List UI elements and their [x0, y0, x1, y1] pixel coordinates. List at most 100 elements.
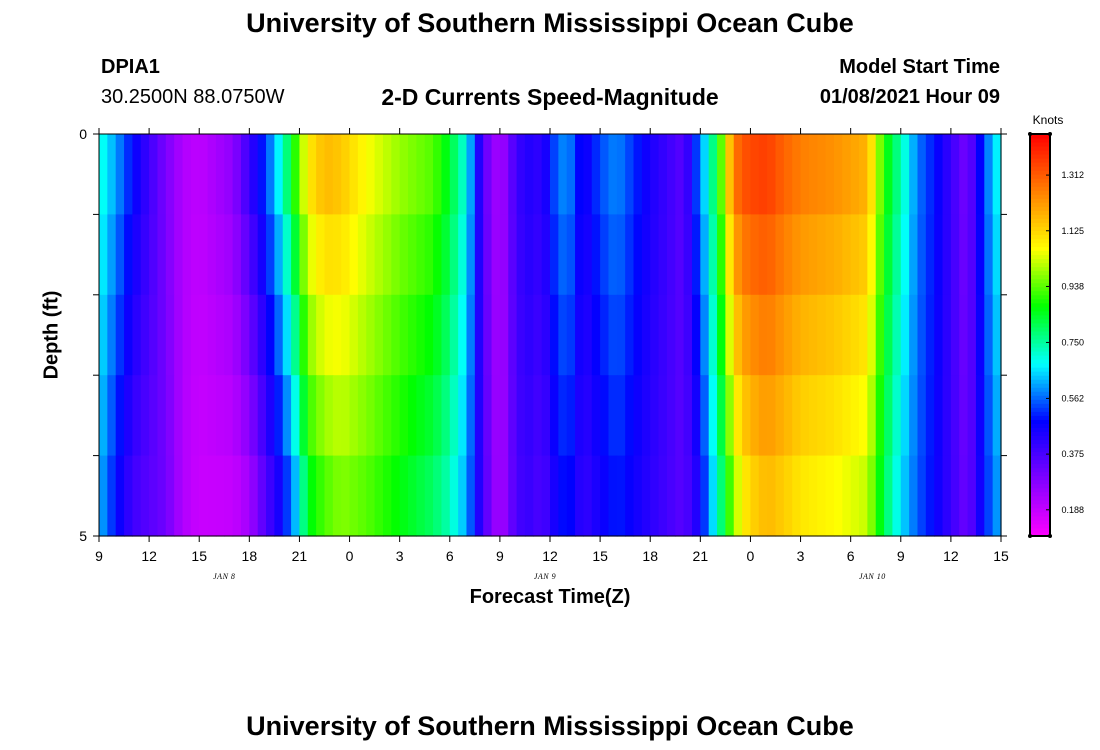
heatmap-cell [950, 134, 960, 215]
heatmap-cell [566, 455, 576, 537]
heatmap-cell [107, 294, 117, 376]
colorbar-segment [1030, 234, 1050, 240]
heatmap-cell [650, 134, 660, 215]
colorbar-segment [1030, 286, 1050, 292]
heatmap-cell [591, 455, 601, 537]
heatmap-cell [491, 214, 501, 296]
top-title: University of Southern Mississippi Ocean… [246, 8, 854, 38]
heatmap-cell [149, 134, 159, 215]
heatmap-cell [909, 214, 919, 296]
colorbar-segment [1030, 258, 1050, 264]
heatmap-cell [441, 375, 451, 457]
heatmap-cell [215, 294, 225, 376]
heatmap-cell [792, 455, 802, 537]
colorbar-tick-label: 1.125 [1061, 226, 1084, 236]
heatmap-cell [934, 294, 944, 376]
heatmap-cell [608, 375, 618, 457]
heatmap-cell [458, 294, 468, 376]
heatmap-cell [274, 214, 284, 296]
colorbar-segment [1030, 491, 1050, 497]
colorbar-segment [1030, 310, 1050, 316]
heatmap-cell [165, 214, 175, 296]
heatmap-cell [433, 214, 443, 296]
heatmap-cell [691, 294, 701, 376]
heatmap-cell [859, 294, 868, 376]
heatmap-cell [558, 214, 568, 296]
heatmap-cell [867, 134, 877, 215]
heatmap-cell [215, 214, 225, 296]
colorbar-segment [1030, 399, 1050, 404]
heatmap-cell [324, 294, 334, 376]
colorbar-ticks: 1.312 1.125 0.938 0.750 0.562 0.375 0.188 [1028, 132, 1084, 538]
heatmap-cell [658, 134, 668, 215]
colorbar-segment [1030, 367, 1050, 372]
heatmap-cell [124, 294, 134, 376]
heatmap-cell [408, 455, 417, 537]
colorbar-segment [1030, 507, 1050, 513]
heatmap-cell [708, 455, 718, 537]
heatmap-cell [149, 375, 159, 457]
colorbar-gradient [1030, 134, 1050, 537]
colorbar-segment [1030, 463, 1050, 469]
heatmap-cell [483, 134, 493, 215]
heatmap-cell [833, 455, 843, 537]
heatmap-cell [900, 294, 910, 376]
colorbar-segment [1030, 330, 1050, 336]
heatmap-cell [875, 134, 885, 215]
heatmap-cell [633, 455, 643, 537]
heatmap-cell [616, 455, 626, 537]
heatmap-cell [792, 214, 802, 296]
heatmap-cell [633, 214, 643, 296]
colorbar-segment [1030, 138, 1050, 143]
heatmap-cell [165, 294, 175, 376]
y-axis-title: Depth (ft) [40, 290, 63, 380]
heatmap-cell [516, 375, 526, 457]
colorbar-segment [1030, 495, 1050, 501]
colorbar-segment [1030, 371, 1050, 376]
heatmap-cell [909, 375, 919, 457]
heatmap-cell [215, 375, 225, 457]
heatmap-cell [474, 375, 484, 457]
heatmap-cell [658, 455, 668, 537]
heatmap-cell [691, 455, 701, 537]
heatmap-cell [291, 134, 301, 215]
heatmap-cell [516, 214, 526, 296]
heatmap-cell [608, 214, 618, 296]
heatmap-cell [483, 455, 493, 537]
heatmap-cell [508, 134, 518, 215]
heatmap-cell [842, 214, 852, 296]
colorbar-segment [1030, 174, 1050, 179]
heatmap-cell [758, 375, 768, 457]
heatmap-cell [859, 455, 868, 537]
colorbar-segment [1030, 515, 1050, 521]
heatmap-cell [583, 294, 593, 376]
heatmap-cell [808, 455, 818, 537]
heatmap-cell [449, 294, 459, 376]
heatmap-cell [666, 375, 676, 457]
colorbar-segment [1030, 419, 1050, 424]
heatmap-cell [783, 294, 793, 376]
heatmap-cell [349, 134, 359, 215]
heatmap-cell [433, 375, 443, 457]
heatmap-cell [508, 214, 518, 296]
colorbar-segment [1030, 351, 1050, 356]
heatmap-cell [550, 294, 559, 376]
heatmap-cell [266, 214, 275, 296]
heatmap-cell [132, 214, 142, 296]
x-tick-label: 15 [191, 548, 207, 564]
x-tick-label: 12 [141, 548, 157, 564]
heatmap-cell [733, 134, 743, 215]
heatmap-cell [633, 294, 643, 376]
heatmap-cell [140, 294, 150, 376]
heatmap-cell [274, 294, 284, 376]
heatmap-cell [650, 455, 660, 537]
heatmap-cell [307, 294, 317, 376]
heatmap-cell [758, 214, 768, 296]
heatmap-cell [683, 294, 693, 376]
heatmap-cell [792, 294, 802, 376]
heatmap-cell [700, 375, 710, 457]
heatmap-cell [825, 134, 835, 215]
heatmap-cell [491, 375, 501, 457]
y-tick-label-top: 0 [79, 126, 87, 142]
heatmap-cell [909, 294, 919, 376]
